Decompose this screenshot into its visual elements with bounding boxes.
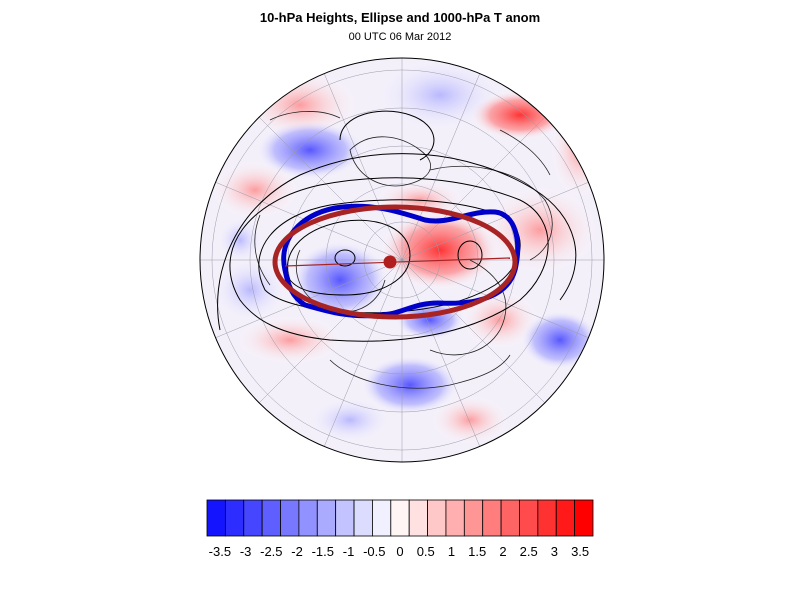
colorbar-tick-label: -0.5 — [363, 544, 385, 559]
colorbar-box — [261, 499, 281, 537]
coastlines — [254, 111, 553, 389]
colorbar-box — [500, 499, 520, 537]
chart-title: 10-hPa Heights, Ellipse and 1000-hPa T a… — [259, 10, 541, 25]
colorbar-box — [574, 499, 594, 537]
colorbar-tick-label: 3.5 — [571, 544, 589, 559]
colorbar-tick-label: 1 — [448, 544, 455, 559]
colorbar-box — [206, 499, 226, 537]
colorbar-box — [353, 499, 373, 537]
colorbar-box — [316, 499, 337, 537]
colorbar-box — [427, 499, 447, 537]
map-border — [199, 57, 605, 463]
colorbar-tick-label: 0 — [396, 544, 403, 559]
colorbar-tick-label: -3.5 — [209, 544, 231, 559]
ellipse-center-dot — [383, 255, 397, 269]
colorbar-box — [445, 499, 465, 537]
chart-subtitle: 00 UTC 06 Mar 2012 — [348, 31, 452, 43]
colorbar-box — [298, 499, 318, 537]
colorbar-boxes — [206, 499, 594, 537]
colorbar-box — [408, 499, 428, 537]
colorbar-tick-label: 3 — [551, 544, 558, 559]
colorbar-box — [555, 499, 576, 537]
colorbar-box — [482, 499, 502, 537]
colorbar-tick-label: -2.5 — [260, 544, 282, 559]
colorbar-tick-label: -3 — [240, 544, 252, 559]
colorbar-box — [224, 499, 245, 537]
colorbar-box — [463, 499, 484, 537]
vortex-ellipse — [272, 204, 518, 320]
colorbar-box — [335, 499, 355, 537]
temperature-anomaly-field — [210, 58, 604, 445]
colorbar-box — [519, 499, 539, 537]
graticule — [200, 58, 604, 462]
ellipse-major-axis — [284, 257, 511, 267]
colorbar-tick-label: 0.5 — [417, 544, 435, 559]
colorbar-tick-label: 1.5 — [468, 544, 486, 559]
colorbar-tick-label: -2 — [291, 544, 303, 559]
colorbar-tick-label: 2 — [499, 544, 506, 559]
colorbar-tick-label: 2.5 — [520, 544, 538, 559]
colorbar-box — [280, 499, 300, 537]
colorbar-tick-label: -1.5 — [312, 544, 334, 559]
colorbar-tick-label: -1 — [343, 544, 355, 559]
colorbar-box — [372, 499, 392, 537]
colorbar-box — [243, 499, 263, 537]
colorbar-box — [390, 499, 410, 537]
colorbar-labels: -3.5 -3 -2.5 -2 -1.5 -1 -0.5 0 0.5 1 1.5 2 2.5 3 3.5 — [209, 544, 590, 559]
colorbar-box — [537, 499, 557, 537]
